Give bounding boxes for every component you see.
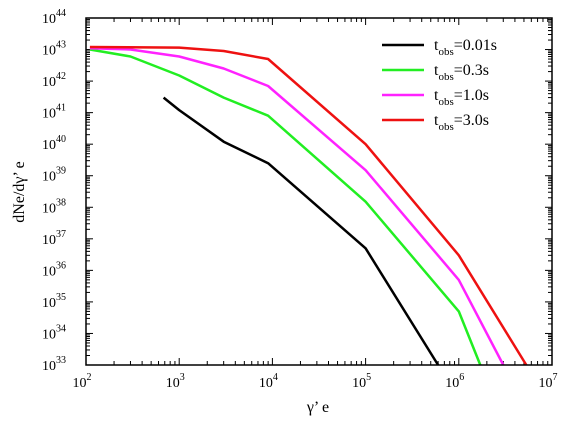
y-tick-label: 1041	[42, 103, 66, 122]
x-tick-label: 103	[166, 372, 185, 391]
x-tick-label: 106	[445, 372, 464, 391]
series-line	[89, 46, 505, 366]
y-tick-label: 1037	[42, 229, 66, 248]
legend-entry: tobs=1.0s	[434, 87, 489, 108]
y-axis-label: dNe/dγ’ e	[11, 161, 28, 222]
series-line	[162, 96, 440, 366]
y-tick-label: 1044	[42, 8, 66, 27]
y-tick-label: 1033	[42, 355, 66, 374]
y-tick-label: 1034	[42, 323, 66, 342]
y-tick-labels: 1033 1034 1035 1036 1037 1038 1039 1040 1041 1042…	[42, 8, 66, 374]
legend-entry: tobs=0.01s	[434, 37, 497, 58]
y-tick-label: 1035	[42, 292, 66, 311]
series-line	[89, 45, 528, 366]
legend: tobs=0.01s tobs=0.3s tobs=1.0s tobs=3.0s	[382, 37, 497, 133]
x-tick-labels: 102 103 104 105 106 107	[73, 372, 558, 391]
x-tick-label: 105	[352, 372, 371, 391]
legend-entry: tobs=3.0s	[434, 112, 489, 133]
x-tick-label: 102	[73, 372, 92, 391]
y-tick-label: 1039	[42, 166, 66, 185]
y-tick-label: 1043	[42, 40, 66, 59]
x-axis-label: γ’ e	[306, 399, 329, 416]
plot-frame	[85, 17, 553, 366]
series-layer	[89, 45, 528, 366]
y-tick-label: 1042	[42, 71, 66, 90]
x-tick-label: 107	[539, 372, 558, 391]
y-tick-label: 1038	[42, 197, 66, 216]
y-tick-label: 1040	[42, 134, 66, 153]
y-tick-label: 1036	[42, 260, 66, 279]
series-line	[89, 48, 482, 366]
x-tick-label: 104	[259, 372, 278, 391]
legend-entry: tobs=0.3s	[434, 62, 489, 83]
